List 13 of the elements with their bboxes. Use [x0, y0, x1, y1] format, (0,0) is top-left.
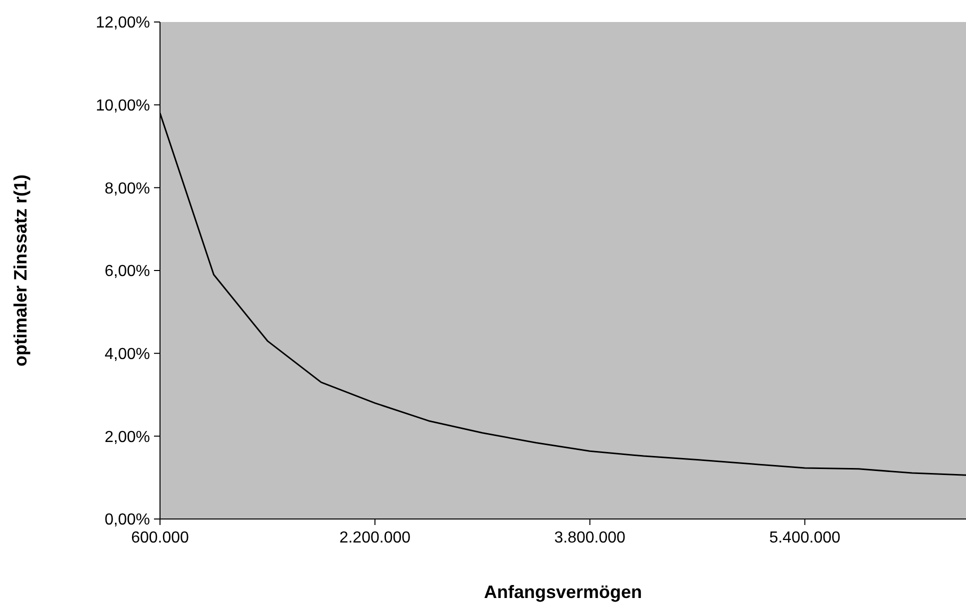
y-tick-label: 4,00%	[104, 346, 150, 364]
y-tick-label: 2,00%	[104, 428, 150, 446]
x-tick-label: 5.400.000	[769, 529, 840, 546]
y-tick-label: 12,00%	[96, 14, 150, 32]
y-tick-label: 10,00%	[96, 98, 150, 115]
x-tick-label: 2.200.000	[339, 529, 411, 546]
y-axis-title: optimaler Zinssatz r(1)	[10, 174, 30, 367]
y-tick-label: 0,00%	[104, 512, 150, 529]
x-tick-label: 3.800.000	[554, 529, 626, 546]
y-tick-label: 8,00%	[104, 180, 150, 198]
y-tick-label: 6,00%	[104, 263, 150, 280]
x-tick-label: 600.000	[131, 529, 190, 546]
x-axis-title: Anfangsvermögen	[484, 582, 642, 602]
